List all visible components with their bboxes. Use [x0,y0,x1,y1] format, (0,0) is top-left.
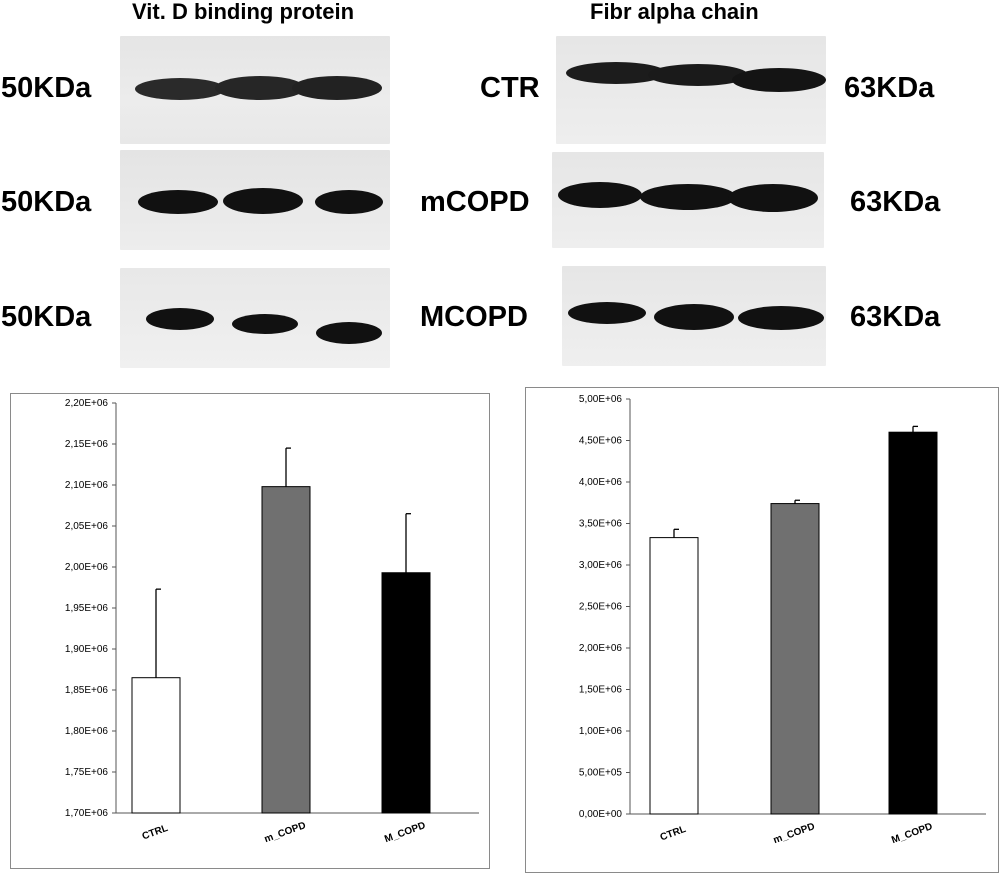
fibr-y-tick-label: 5,00E+05 [579,768,623,779]
fibr-y-tick-label: 2,00E+06 [579,643,623,654]
blot-right-ctr-image [556,36,826,144]
fibr-y-tick-label: 2,50E+06 [579,602,623,613]
fibr-bar-m-copd [770,503,820,815]
blot-left-title: Vit. D binding protein [132,0,355,24]
chart-vitd-svg: 1,70E+06 1,75E+06 1,80E+06 1,85E+06 1,90E+06… [65,398,479,845]
blot-left-mcopd-image [120,150,390,250]
fibr-y-tick-label: 5,00E+06 [579,394,623,405]
vitd-x-tick-label: M_COPD [383,820,427,845]
fibr-bar-ctrl [649,537,699,815]
fibr-y-tick-label: 1,50E+06 [579,685,623,696]
fibr-x-tick-label: CTRL [659,824,688,843]
blot-right-group-3: MCOPD [420,301,528,333]
vitd-y-tick-label: 1,85E+06 [65,685,109,696]
vitd-y-tick-label: 2,00E+06 [65,562,109,573]
blot-right-title: Fibr alpha chain [590,0,759,24]
blot-right-mw-2: 63KDa [850,186,941,218]
vitd-bar-m-copd [381,572,431,814]
fibr-y-tick-label: 3,00E+06 [579,560,623,571]
vitd-y-tick-label: 1,70E+06 [65,808,109,819]
vitd-y-tick-label: 2,05E+06 [65,521,109,532]
fibr-y-tick-label: 1,00E+06 [579,726,623,737]
blot-right-mw-1: 63KDa [844,72,935,104]
blot-left-mw-1: 50KDa [1,72,92,104]
fibr-y-tick-label: 4,00E+06 [579,477,623,488]
vitd-y-tick-label: 1,75E+06 [65,767,109,778]
blot-left-Mcopd-image [120,268,390,368]
fibr-y-tick-label: 4,50E+06 [579,436,623,447]
chart-fibr-svg: 0,00E+00 5,00E+05 1,00E+06 1,50E+06 2,00E+06… [579,394,986,846]
vitd-x-tick-label: m_COPD [263,820,308,845]
blot-left-ctr-image [120,36,390,144]
vitd-y-tick-label: 1,95E+06 [65,603,109,614]
blot-right-mw-3: 63KDa [850,301,941,333]
blot-right-Mcopd-image [562,266,826,366]
vitd-x-tick-label: CTRL [141,823,170,842]
fibr-x-tick-label: M_COPD [890,821,934,846]
fibr-x-tick-label: m_COPD [772,821,817,846]
chart-fibr: 0,00E+00 5,00E+05 1,00E+06 1,50E+06 2,00E+06… [525,387,999,873]
vitd-y-tick-label: 2,15E+06 [65,439,109,450]
fibr-y-tick-label: 0,00E+00 [579,809,623,820]
fibr-bar-m-copd [888,431,938,815]
chart-vitd: 1,70E+06 1,75E+06 1,80E+06 1,85E+06 1,90E+06… [10,393,490,869]
fibr-y-tick-label: 3,50E+06 [579,519,623,530]
blot-right-group-1: CTR [480,72,540,104]
blot-left-mw-2: 50KDa [1,186,92,218]
vitd-y-tick-label: 2,20E+06 [65,398,109,409]
vitd-y-tick-label: 2,10E+06 [65,480,109,491]
blot-right-mcopd-image [552,152,824,248]
vitd-y-tick-label: 1,90E+06 [65,644,109,655]
vitd-y-tick-label: 1,80E+06 [65,726,109,737]
vitd-bar-ctrl [131,677,181,814]
vitd-bar-m-copd [261,486,311,814]
blot-right-group-2: mCOPD [420,186,530,218]
blot-left-mw-3: 50KDa [1,301,92,333]
